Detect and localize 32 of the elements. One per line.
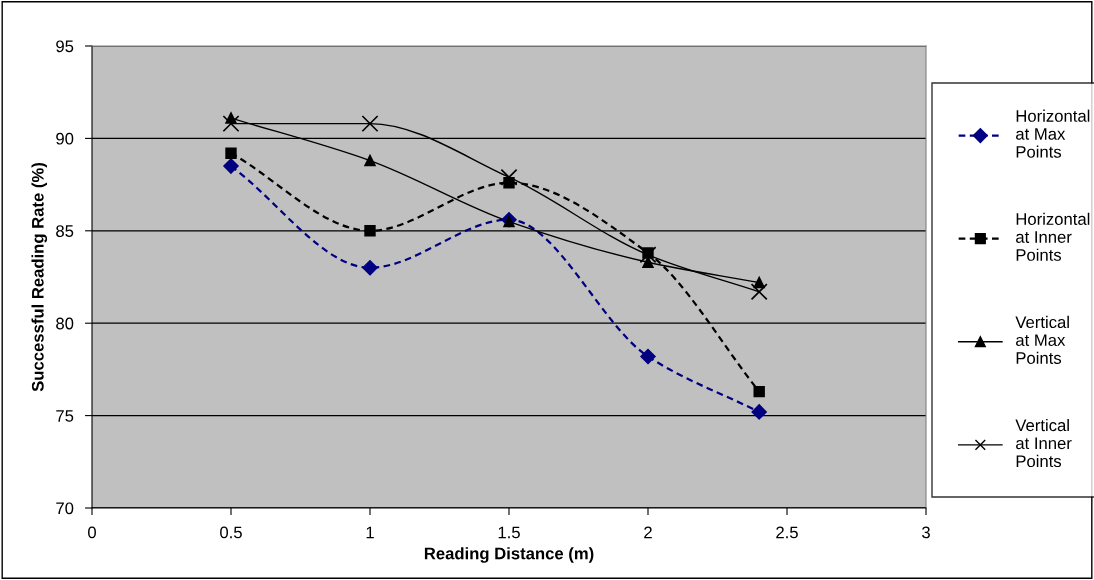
point [225, 147, 237, 159]
point [361, 115, 379, 133]
point [750, 283, 768, 301]
legend-label: Horizontal at Inner Points [1016, 212, 1090, 261]
y-tick-label: 75 [56, 410, 74, 422]
x-tick-label: 0 [88, 526, 96, 539]
y-tick-label: 85 [56, 225, 74, 237]
point [640, 348, 656, 365]
point [500, 168, 518, 186]
x-tick-label: 1 [366, 526, 374, 539]
x-tick-label: 1.5 [498, 526, 520, 539]
point [223, 158, 239, 174]
x-tick-label: 2.5 [776, 526, 798, 539]
x-tick-label: 2 [644, 526, 652, 539]
legend-label: Vertical at Inner Points [1015, 418, 1072, 468]
point [751, 404, 767, 420]
y-tick-label: 80 [56, 317, 74, 330]
x-tick-label: 0.5 [220, 526, 242, 539]
y-tick-label: 95 [56, 40, 74, 53]
y-tick-label: 70 [56, 502, 74, 515]
x-tick-label: 3 [922, 526, 930, 539]
point [222, 115, 240, 133]
point [362, 260, 378, 276]
y-axis-title: Successful Reading Rate (%) [31, 162, 48, 392]
point [364, 154, 376, 167]
point [364, 225, 376, 237]
legend-label: Vertical at Max Points [1015, 315, 1069, 364]
point [753, 385, 765, 398]
y-tick-label: 90 [56, 132, 74, 145]
point [753, 276, 765, 289]
x-axis-title: Reading Distance (m) [424, 547, 594, 563]
legend-label: Horizontal at Max Points [1016, 109, 1090, 158]
